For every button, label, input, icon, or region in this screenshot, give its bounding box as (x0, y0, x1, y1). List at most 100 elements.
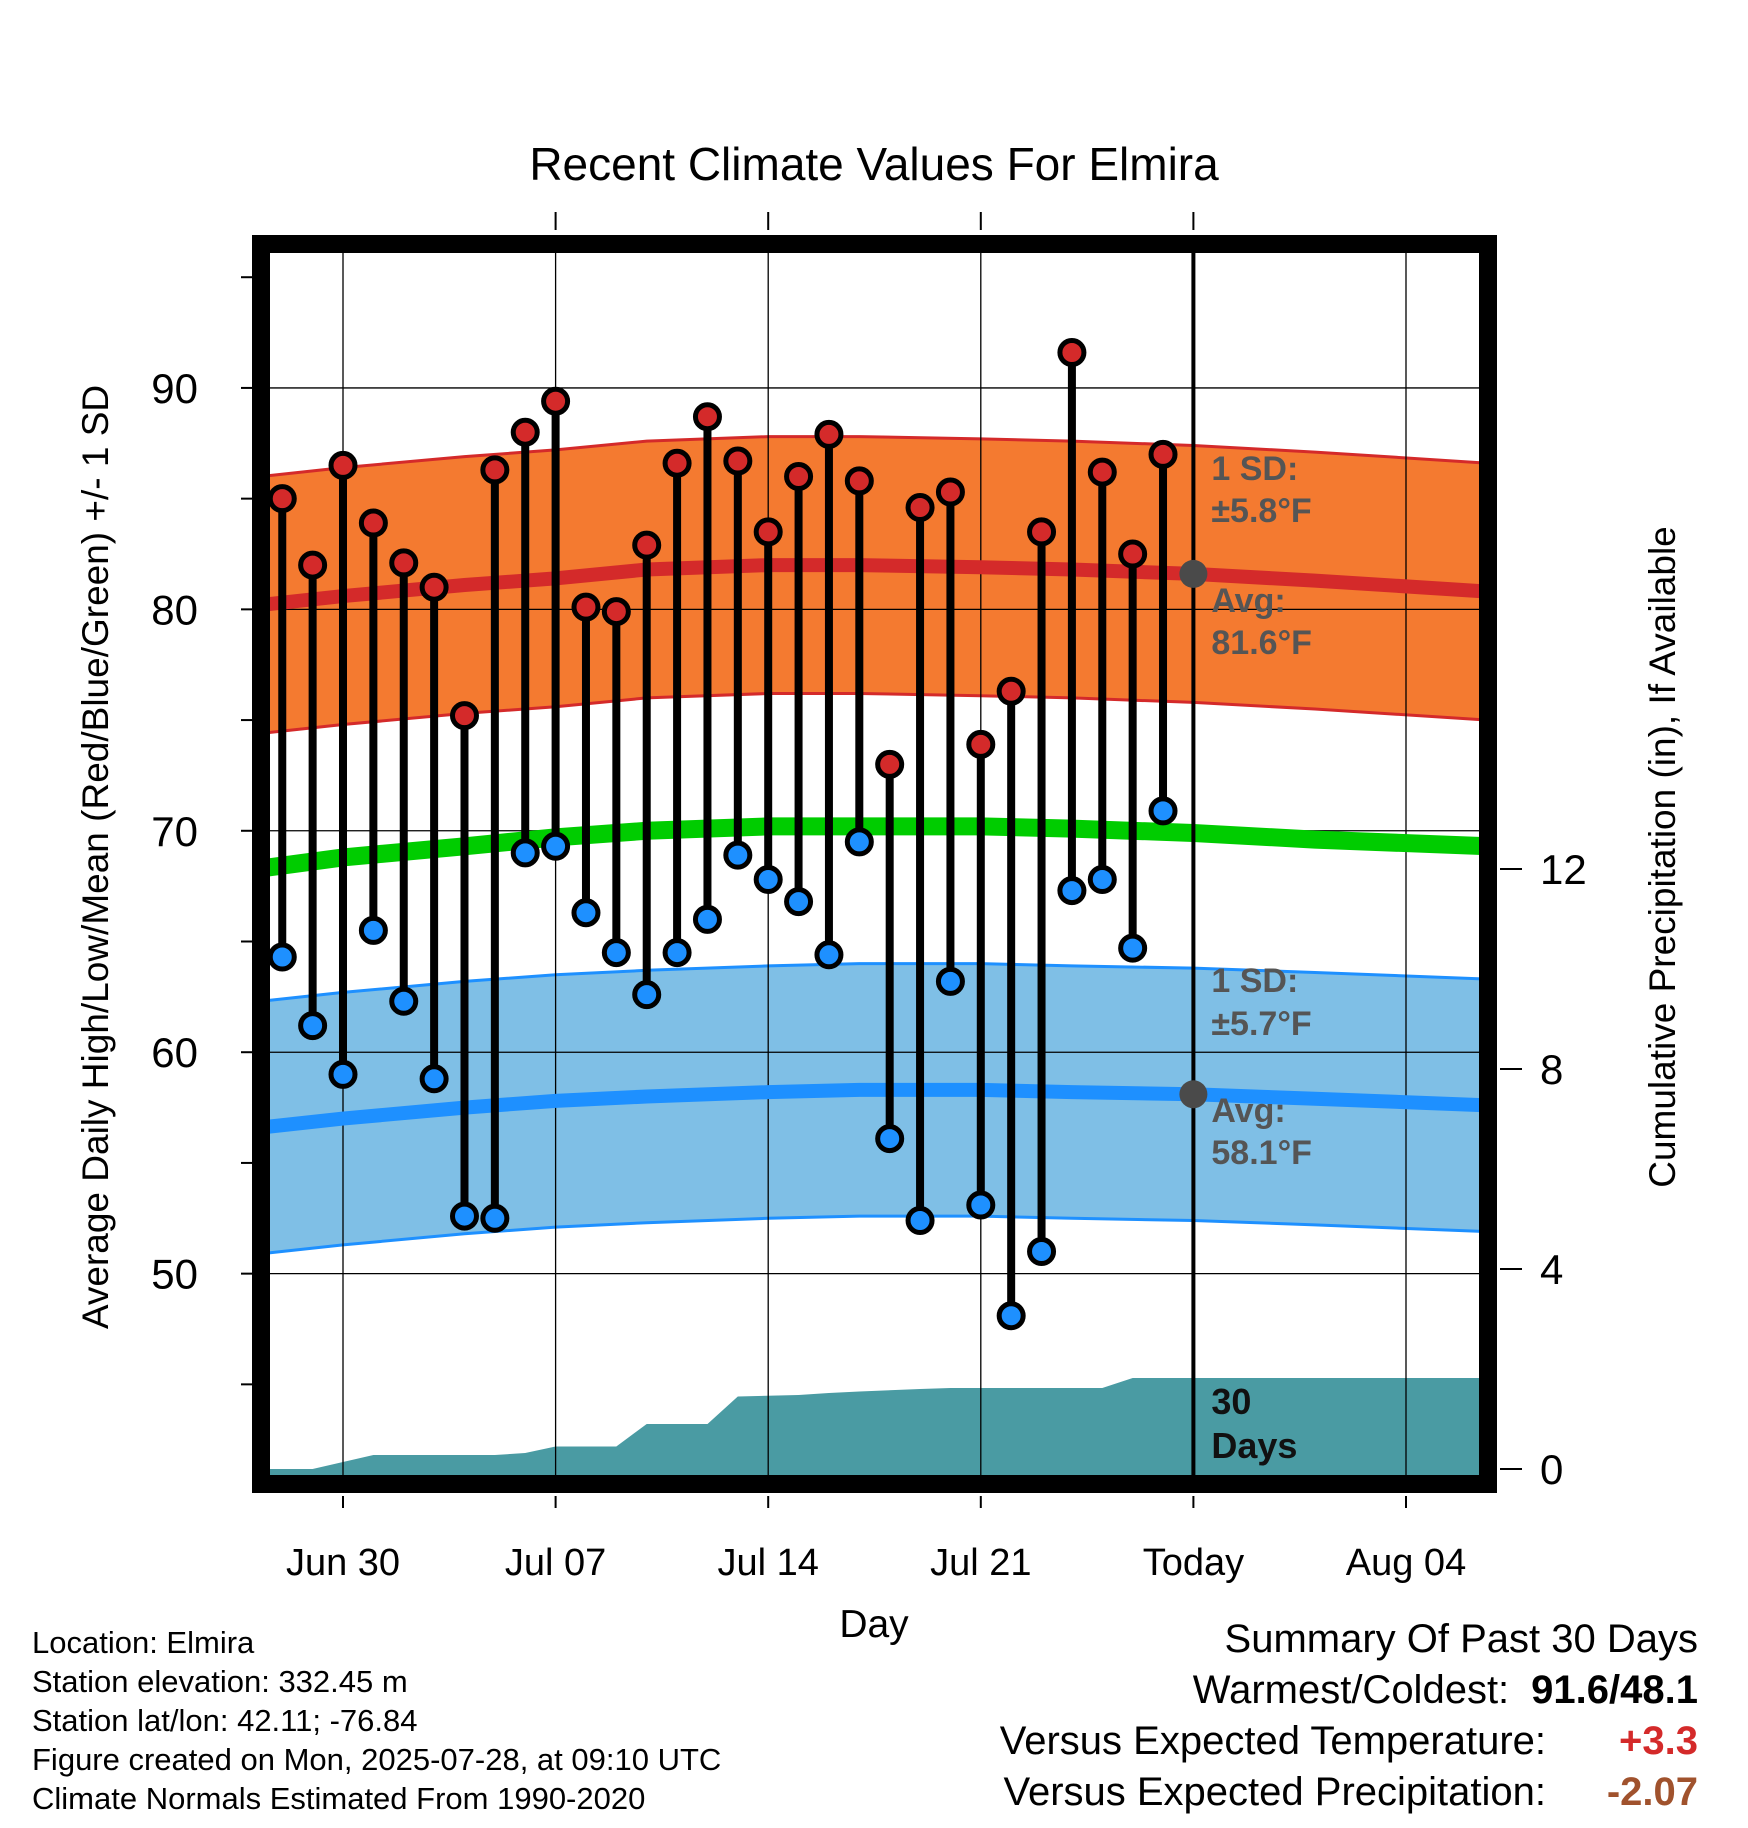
daily-high-point (814, 419, 844, 449)
low-avg-title: Avg: (1211, 1092, 1285, 1130)
summary-warmest-coldest: Warmest/Coldest: 91.6/48.1 (1000, 1665, 1698, 1716)
daily-high-point (784, 462, 814, 491)
low-sd-title: 1 SD: (1211, 962, 1298, 1000)
x-tick-label: Jul 14 (717, 1542, 818, 1584)
high-sd-value: ±5.8°F (1211, 492, 1311, 530)
daily-low-point (601, 938, 631, 968)
daily-low-point (449, 1201, 479, 1231)
window-label-line2: Days (1211, 1425, 1297, 1466)
temp-departure-value: +3.3 (1619, 1719, 1698, 1763)
y-tick-label: 90 (151, 365, 198, 412)
daily-high-point (844, 466, 874, 496)
normal-low-line (260, 1082, 1489, 1135)
daily-high-point (298, 550, 328, 580)
daily-low-point (875, 1124, 905, 1154)
x-tick-label: Today (1143, 1542, 1244, 1584)
y-tick-label: 50 (151, 1251, 198, 1298)
daily-low-point (1027, 1237, 1057, 1266)
low-sd-lower-edge (260, 1214, 1489, 1256)
chart-title: Recent Climate Values For Elmira (529, 138, 1219, 190)
precip-departure-value: -2.07 (1606, 1770, 1698, 1814)
low-sd-value: ±5.7°F (1211, 1005, 1311, 1043)
daily-high-point (1057, 338, 1087, 367)
y2-axis-label: Cumulative Precipitation (in), If Availa… (1642, 526, 1683, 1188)
daily-low-point (905, 1206, 935, 1235)
daily-low-point (389, 986, 419, 1016)
daily-low-point (298, 1011, 328, 1041)
y2-tick-label: 0 (1540, 1446, 1563, 1493)
x-axis-label: Day (839, 1603, 909, 1646)
daily-low-point (935, 966, 965, 996)
summary-panel: Summary Of Past 30 Days Warmest/Coldest:… (1000, 1614, 1698, 1818)
x-tick-label: Aug 04 (1346, 1542, 1466, 1584)
plot-frame (252, 235, 1497, 1493)
today-normal-low-dot (1179, 1080, 1208, 1109)
daily-high-point (419, 572, 449, 602)
daily-low-point (1148, 796, 1178, 826)
temp-departure-label: Versus Expected Temperature: (999, 1719, 1546, 1763)
daily-low-point (1118, 933, 1148, 963)
today-normal-high-dot (1179, 559, 1208, 588)
daily-high-point (510, 417, 540, 447)
y-axis-label: Average Daily High/Low/Mean (Red/Blue/Gr… (75, 385, 116, 1329)
elevation-text: Station elevation: 332.45 m (32, 1664, 408, 1699)
daily-high-point (328, 450, 358, 480)
warmest-coldest-label: Warmest/Coldest: (1192, 1668, 1510, 1712)
daily-low-point (814, 940, 844, 970)
daily-high-point (1118, 539, 1148, 569)
daily-high-point (1087, 457, 1117, 487)
daily-low-point (996, 1301, 1026, 1331)
daily-low-point (267, 942, 297, 972)
daily-high-point (480, 455, 510, 485)
normal-mean-line (259, 817, 1489, 878)
daily-low-point (419, 1064, 449, 1094)
daily-high-point (875, 749, 905, 779)
y-tick-label: 60 (151, 1029, 198, 1076)
daily-low-point (844, 827, 874, 857)
daily-low-point (692, 904, 722, 934)
y2-tick-label: 4 (1540, 1246, 1563, 1293)
daily-low-point (1087, 865, 1117, 894)
daily-low-point (723, 840, 753, 870)
daily-high-point (723, 446, 753, 476)
x-tick-label: Jul 21 (930, 1542, 1031, 1584)
summary-precipitation: Versus Expected Precipitation: -2.07 (1000, 1767, 1698, 1818)
daily-high-point (1027, 517, 1057, 547)
window-label-line1: 30 (1211, 1381, 1251, 1422)
y2-tick-label: 8 (1540, 1046, 1563, 1093)
daily-high-point (966, 729, 996, 759)
daily-high-point (571, 592, 601, 622)
warmest-coldest-value: 91.6/48.1 (1531, 1668, 1698, 1712)
y-tick-label: 80 (151, 586, 198, 633)
low-avg-value: 58.1°F (1211, 1134, 1312, 1172)
location-text: Location: Elmira (32, 1625, 255, 1660)
daily-low-point (632, 980, 662, 1010)
daily-high-point (358, 508, 388, 538)
daily-high-point (753, 517, 783, 547)
y2-tick-label: 12 (1540, 846, 1587, 893)
daily-high-point (541, 386, 571, 416)
daily-low-point (784, 887, 814, 917)
summary-title: Summary Of Past 30 Days (1224, 1617, 1698, 1661)
summary-temperature: Versus Expected Temperature: +3.3 (1000, 1716, 1698, 1767)
daily-low-point (662, 938, 692, 968)
daily-high-point (662, 448, 692, 478)
created-text: Figure created on Mon, 2025-07-28, at 09… (32, 1742, 722, 1777)
daily-high-point (692, 402, 722, 432)
high-sd-band (261, 436, 1488, 734)
high-sd-upper-edge (260, 435, 1489, 478)
low-sd-upper-edge (260, 962, 1489, 1003)
high-avg-title: Avg: (1211, 582, 1285, 620)
low-sd-band (261, 963, 1488, 1254)
latlon-text: Station lat/lon: 42.11; -76.84 (32, 1703, 418, 1738)
station-info: Location: Elmira Station elevation: 332.… (32, 1623, 721, 1818)
x-tick-label: Jun 30 (286, 1542, 400, 1584)
daily-high-point (996, 676, 1026, 706)
daily-high-point (267, 484, 297, 514)
daily-low-point (358, 915, 388, 945)
daily-high-point (389, 548, 419, 578)
daily-high-point (449, 701, 479, 731)
daily-low-point (480, 1203, 510, 1233)
daily-high-point (1148, 439, 1178, 469)
